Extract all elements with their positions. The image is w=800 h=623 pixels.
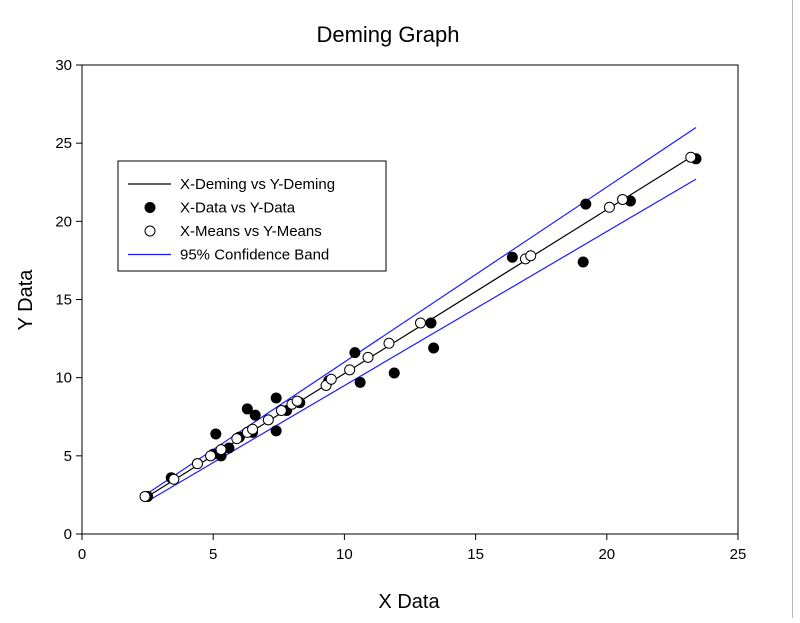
plot-area-frame <box>81 64 739 535</box>
legend-filled-marker <box>144 202 156 213</box>
means-point <box>325 373 337 385</box>
data-point <box>506 251 518 263</box>
data-point <box>210 428 222 440</box>
legend-open-marker <box>144 225 156 237</box>
y-tick-label: 30 <box>55 57 72 74</box>
x-tick-label: 10 <box>336 546 353 563</box>
means-point <box>275 404 287 416</box>
means-point <box>191 458 203 470</box>
x-tick-label: 25 <box>730 546 747 563</box>
y-tick-label: 20 <box>55 213 72 230</box>
plot-content <box>139 127 702 502</box>
means-point <box>168 473 180 485</box>
legend-label: 95% Confidence Band <box>180 247 329 264</box>
confidence-band-lower-line <box>149 178 697 501</box>
chart-title: Deming Graph <box>316 22 459 47</box>
data-point <box>580 198 592 210</box>
legend-box <box>117 160 387 272</box>
means-point <box>603 201 615 213</box>
means-point <box>525 250 537 262</box>
means-point <box>685 151 697 163</box>
data-point <box>349 347 361 359</box>
x-tick-label: 15 <box>467 546 484 563</box>
x-axis: 0 5 10 15 20 25 <box>78 534 747 563</box>
means-point <box>231 433 243 445</box>
y-tick-label: 10 <box>55 370 72 387</box>
window-edge-divider <box>792 0 793 618</box>
data-point <box>241 403 253 415</box>
means-point <box>205 450 217 462</box>
y-axis: 0 5 10 15 20 25 30 <box>55 57 82 543</box>
data-point <box>428 342 440 354</box>
means-point <box>362 351 374 363</box>
data-point <box>425 317 437 329</box>
means-point <box>414 317 426 329</box>
legend-label: X-Data vs Y-Data <box>180 200 296 217</box>
data-point <box>249 409 261 421</box>
means-point <box>215 444 227 456</box>
x-tick-label: 5 <box>209 546 217 563</box>
y-tick-label: 0 <box>64 526 72 543</box>
y-tick-label: 5 <box>64 448 72 465</box>
means-point <box>262 414 274 426</box>
x-tick-label: 0 <box>78 546 86 563</box>
data-point <box>354 376 366 388</box>
data-point <box>270 425 282 437</box>
data-point <box>388 367 400 379</box>
y-axis-label: Y Data <box>15 269 37 331</box>
means-point <box>247 423 259 435</box>
means-point <box>291 395 303 407</box>
legend-label: X-Means vs Y-Means <box>180 223 322 240</box>
data-point <box>577 256 589 268</box>
means-point <box>344 364 356 376</box>
x-axis-label: X Data <box>378 591 440 613</box>
legend: X-Deming vs Y-Deming X-Data vs Y-Data X-Me… <box>117 160 387 272</box>
means-point <box>139 490 151 502</box>
data-point <box>270 392 282 404</box>
y-tick-label: 25 <box>55 135 72 152</box>
means-point <box>383 337 395 349</box>
legend-label: X-Deming vs Y-Deming <box>180 176 335 193</box>
y-tick-label: 15 <box>55 292 72 309</box>
x-tick-label: 20 <box>598 546 615 563</box>
means-point <box>617 193 629 205</box>
